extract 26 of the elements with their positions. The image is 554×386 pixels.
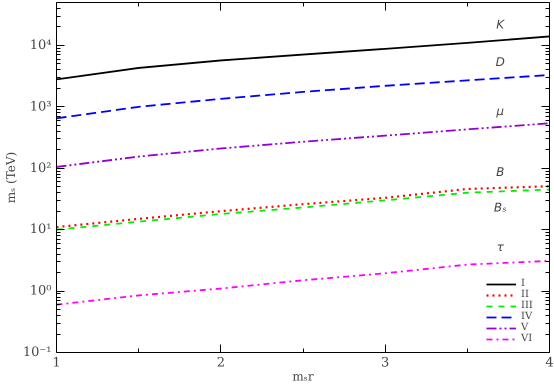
legend-label: I [521,278,526,289]
annotation: B [496,164,504,179]
legend-label: V [521,322,530,333]
line-series [56,260,550,306]
x-tick-label: 1 [52,356,61,370]
annotation: Bₛ [494,200,507,214]
annotation: μ [495,104,504,118]
annotation: τ [496,240,505,254]
annotation: K [496,17,506,32]
legend-label: III [521,300,534,311]
y-tick-label: 10⁻¹ [22,345,52,360]
y-tick-label: 10¹ [30,222,52,238]
y-axis-title: mₛ (TeV) [4,152,18,204]
legend-label: II [521,289,530,300]
legend-label: IV [521,311,534,322]
y-tick-label: 10⁴ [30,38,52,53]
y-tick-label: 10³ [30,99,52,114]
legend-label: VI [521,333,534,344]
y-tick-label: 10⁰ [30,284,52,299]
x-tick-label: 4 [545,356,554,370]
line-series [56,122,550,168]
x-axis-title: mₛr [292,370,314,384]
y-tick-label: 10² [30,160,52,176]
x-tick-label: 2 [216,356,225,370]
annotation: D [496,55,505,70]
x-tick-label: 3 [381,356,390,370]
